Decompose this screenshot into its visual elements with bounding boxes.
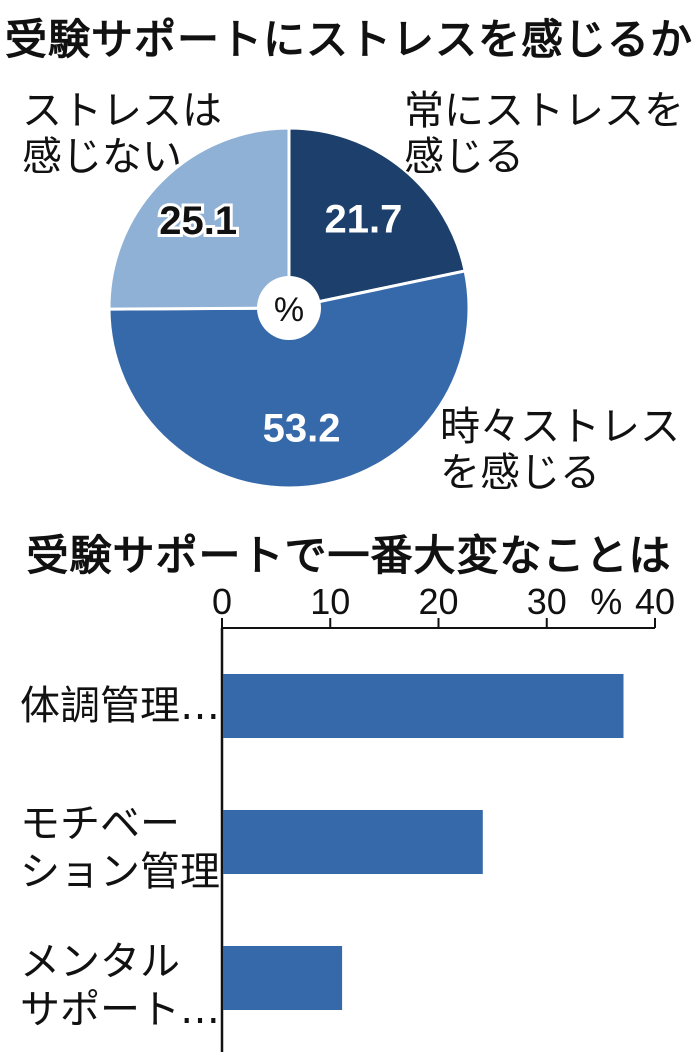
bar-category-label-mental: メンタル サポート… [20,939,220,1033]
pie-value-label: 25.1 [159,199,237,243]
bar-x-tick-label: 10 [310,581,350,622]
bar-x-tick-label: 0 [212,581,232,622]
bar-chart-title: 受験サポートで一番大変なことは [26,531,672,580]
bar [223,946,343,1010]
bar-category-label-motivation: モチベー ション管理 [20,801,220,895]
bar-x-tick-label: 30 [527,581,567,622]
bar-x-unit-label: % [590,581,622,622]
pie-slice-label-never: ストレスは 感じない [22,88,222,180]
pie-value-label: 21.7 [324,197,402,241]
pie-center-unit-label: % [274,291,304,329]
pie-slice-label-always: 常にストレスを 感じる [404,88,684,180]
pie-chart-title: 受験サポートにストレスを感じるか [4,15,693,64]
bar [223,810,483,874]
pie-value-label: 53.2 [263,406,341,450]
pie-center-hole [257,276,321,340]
bar [223,674,624,738]
bar-x-tick-label: 20 [418,581,458,622]
pie-slice [107,126,291,311]
pie-slice [287,126,467,310]
bar-x-tick-label: 40 [635,581,675,622]
pie-slice [107,269,471,490]
pie-slice-label-sometimes: 時々ストレス を感じる [440,404,680,496]
bar-category-label-health: 体調管理… [20,683,220,729]
